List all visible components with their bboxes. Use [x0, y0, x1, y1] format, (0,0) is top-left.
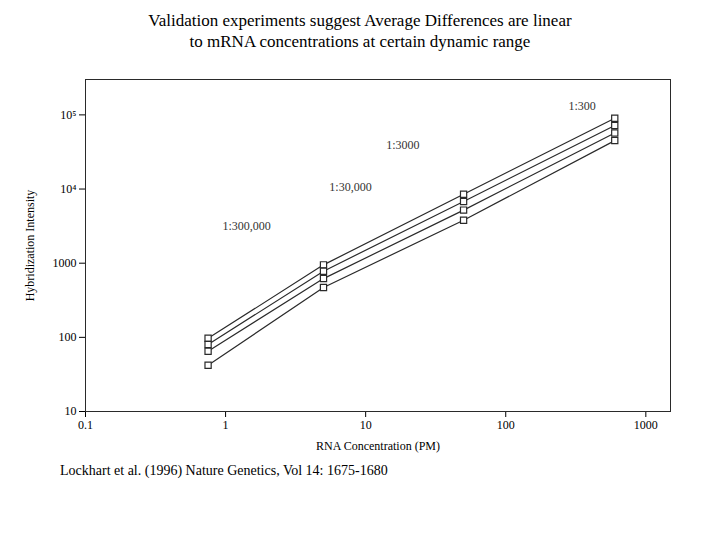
- svg-text:10: 10: [360, 418, 372, 432]
- html-text:to mRNA concentrations at cert: to mRNA concentrations at certain dynami…: [189, 32, 531, 52]
- svg-text:10⁵: 10⁵: [60, 107, 76, 121]
- svg-text:100: 100: [497, 418, 515, 432]
- svg-text:1: 1: [223, 418, 229, 432]
- svg-text:1:30,000: 1:30,000: [329, 179, 371, 193]
- svg-text:1:300,000: 1:300,000: [222, 219, 270, 233]
- svg-text:1000: 1000: [53, 256, 77, 270]
- svg-text:Hybridization Intensity: Hybridization Intensity: [23, 189, 37, 301]
- html-text:Validation experiments suggest: Validation experiments suggest Average D…: [148, 11, 572, 30]
- svg-text:1000: 1000: [634, 418, 658, 432]
- svg-text:0.1: 0.1: [78, 418, 93, 432]
- svg-text:100: 100: [59, 330, 77, 344]
- svg-text:RNA Concentration (PM): RNA Concentration (PM): [316, 438, 440, 452]
- html-text:Lockhart et al. (1996) Nature: Lockhart et al. (1996) Nature Genetics, …: [60, 462, 388, 478]
- svg-text:10⁴: 10⁴: [60, 181, 76, 195]
- svg-text:1:3000: 1:3000: [386, 137, 419, 151]
- svg-text:10: 10: [65, 404, 77, 418]
- svg-text:1:300: 1:300: [568, 99, 595, 113]
